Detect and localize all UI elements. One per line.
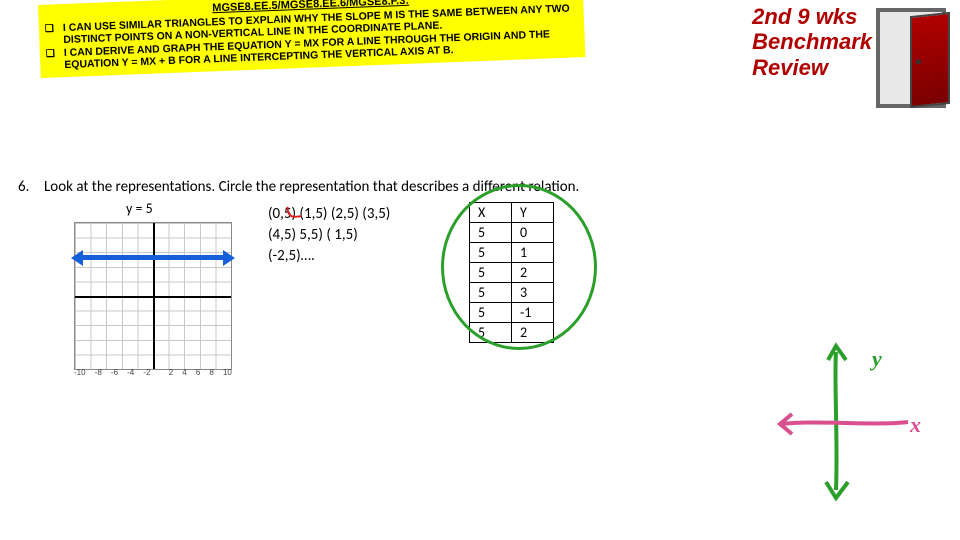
tick: -8 — [95, 368, 102, 377]
cell: 3 — [512, 283, 554, 303]
representations: y = 5 -10 -8 -6 -4 -2 2 4 6 8 10 (0,5) (… — [0, 200, 619, 376]
axes-svg — [776, 340, 926, 510]
cell: 0 — [512, 223, 554, 243]
table-row: 52 — [470, 263, 554, 283]
y-axis — [153, 223, 155, 369]
table-row: X Y — [470, 203, 554, 223]
horizontal-line — [79, 255, 227, 260]
cell: -1 — [512, 303, 554, 323]
tick: -10 — [74, 368, 86, 377]
coordinate-grid — [74, 222, 232, 370]
table-row: 50 — [470, 223, 554, 243]
cell: 5 — [470, 243, 512, 263]
tick: -6 — [111, 368, 118, 377]
cell: 5 — [470, 263, 512, 283]
question-row: 6. Look at the representations. Circle t… — [0, 178, 760, 196]
cell: 5 — [470, 283, 512, 303]
table-row: 5-1 — [470, 303, 554, 323]
axes-sketch: y x — [776, 340, 926, 510]
table-header: X — [470, 203, 512, 223]
cell: 1 — [512, 243, 554, 263]
table-header: Y — [512, 203, 554, 223]
cell: 2 — [512, 323, 554, 343]
points-line: (-2,5)…. — [268, 246, 469, 267]
points-line: (4,5) 5,5) ( 1,5) — [268, 225, 469, 246]
cell: 5 — [470, 303, 512, 323]
bullet-icon — [45, 22, 64, 47]
question-area: 6. Look at the representations. Circle t… — [0, 178, 760, 196]
table-row: 52 — [470, 323, 554, 343]
tick: 10 — [223, 368, 232, 377]
tick: -4 — [127, 368, 134, 377]
graph-representation: y = 5 -10 -8 -6 -4 -2 2 4 6 8 10 — [62, 200, 244, 376]
standards-box: MGSE8.EE.5/MGSE8.EE.6/MGSE8.F.3: I CAN U… — [38, 0, 585, 78]
tick: -2 — [143, 368, 150, 377]
axis-tick-labels: -10 -8 -6 -4 -2 2 4 6 8 10 — [74, 368, 232, 377]
question-prompt: Look at the representations. Circle the … — [44, 178, 579, 196]
tick: 8 — [209, 368, 213, 377]
title-line: 2nd 9 wks — [752, 4, 872, 29]
bullet-icon — [46, 47, 65, 72]
tick: 4 — [182, 368, 186, 377]
cell: 5 — [470, 323, 512, 343]
title-line: Benchmark — [752, 29, 872, 54]
cell: 5 — [470, 223, 512, 243]
cell: 2 — [512, 263, 554, 283]
x-axis-label: x — [910, 412, 921, 438]
tick: 2 — [169, 368, 173, 377]
table-row: 53 — [470, 283, 554, 303]
y-axis-label: y — [872, 346, 882, 372]
graph-equation-label: y = 5 — [126, 200, 153, 217]
table-row: 51 — [470, 243, 554, 263]
table-representation: X Y 50 51 52 53 5-1 52 — [469, 200, 619, 343]
slide-title: 2nd 9 wks Benchmark Review — [752, 4, 872, 80]
door-icon — [870, 0, 960, 118]
xy-table: X Y 50 51 52 53 5-1 52 — [469, 202, 554, 343]
door-knob — [916, 59, 921, 65]
points-representation: (0,5) (1,5) (2,5) (3,5) (4,5) 5,5) ( 1,5… — [244, 200, 469, 267]
door-panel — [910, 12, 950, 108]
title-line: Review — [752, 55, 872, 80]
question-number: 6. — [0, 178, 44, 196]
tick: 6 — [196, 368, 200, 377]
